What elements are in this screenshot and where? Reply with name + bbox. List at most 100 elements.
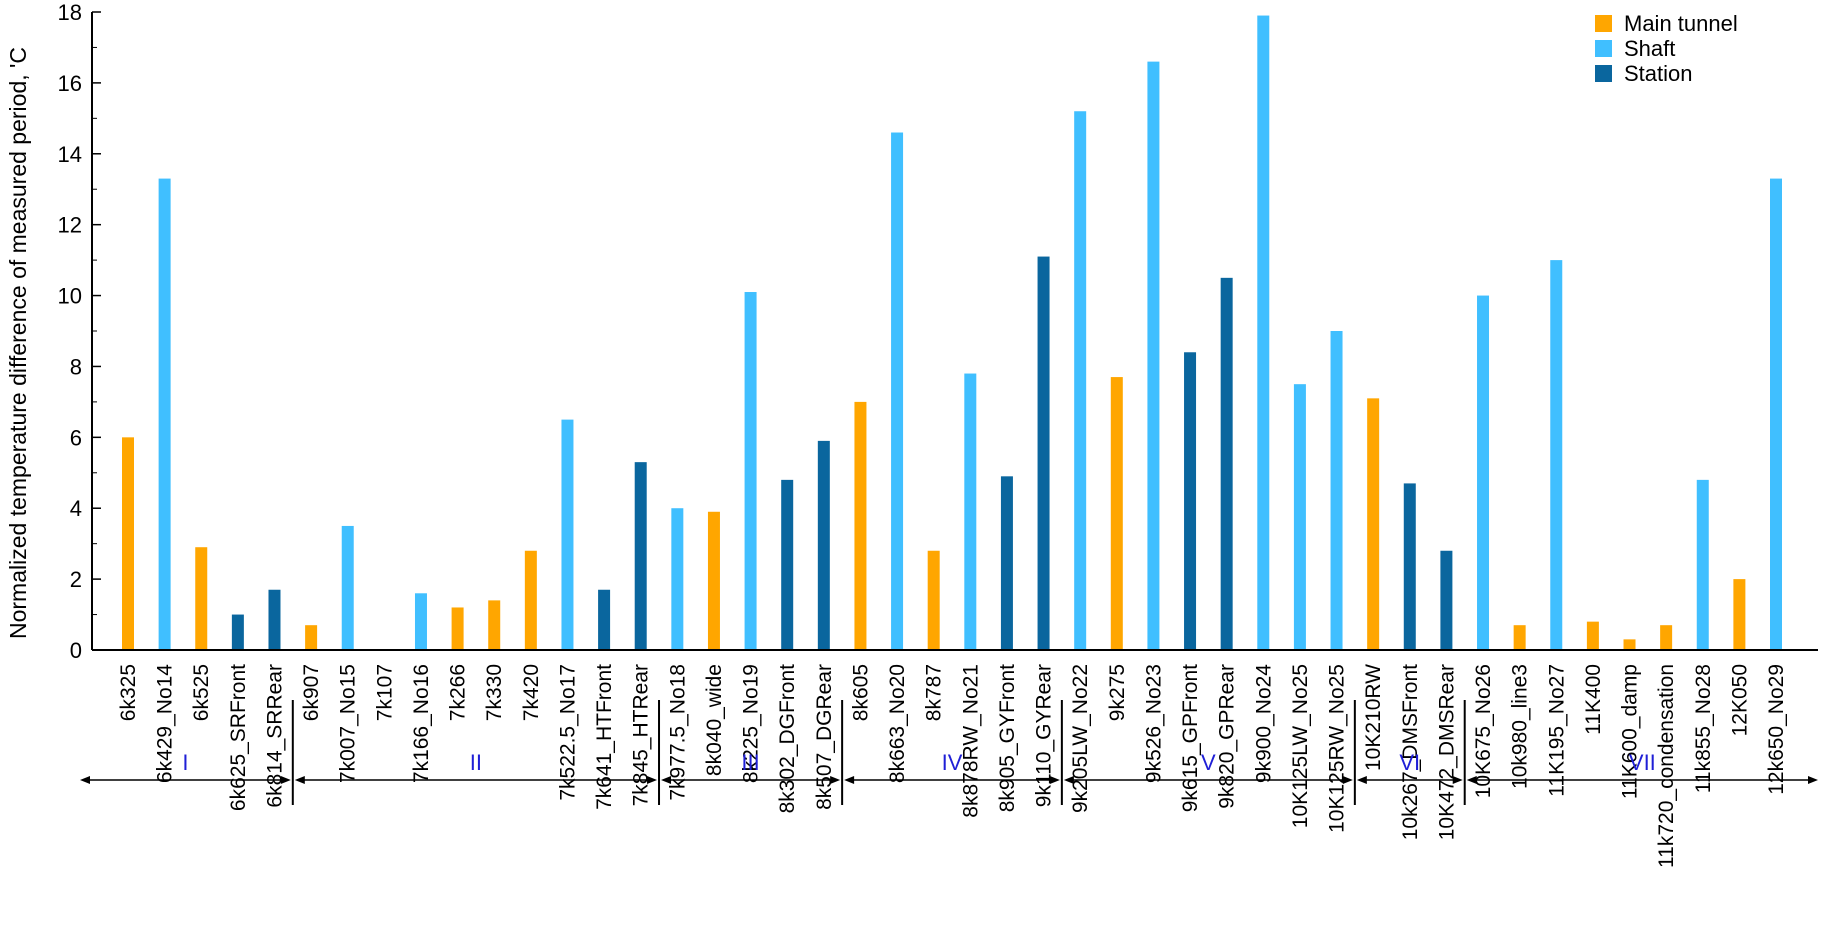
category-label: 10K125RW_No25 [1326,664,1349,833]
bar [1513,625,1526,650]
category-label: 7k641_HTFront [593,664,616,810]
category-label: 9k900_No24 [1252,664,1275,783]
bar [744,292,757,650]
category-label: 7k420 [520,664,543,721]
category-label: 11k855_No28 [1692,664,1715,793]
bar [1403,483,1416,650]
category-label: 9k820_GPRear [1216,664,1239,809]
category-label: 11K400 [1582,664,1605,735]
category-label: 6k325 [117,664,140,721]
category-label: 7k845_HTRear [630,664,653,806]
bar [1074,111,1087,650]
category-label: 7k522.5_No17 [556,664,579,801]
bar [231,614,244,650]
bar [1367,398,1380,650]
axes [91,12,1818,651]
bar [341,525,354,650]
section-arrowhead-left [294,776,305,784]
category-label: 7k166_No16 [410,664,433,783]
category-label: 8k225_No19 [740,664,763,783]
bar [1330,331,1343,650]
category-label: 10K675_No26 [1472,664,1495,798]
bar [195,547,208,650]
category-label: 7k266 [447,664,470,721]
section-label: II [470,750,482,775]
category-label: 8k507_DGRear [813,664,836,810]
y-tick-label: 16 [58,71,82,96]
category-label: 7k330 [483,664,506,721]
bar [1147,61,1160,651]
bar [1477,295,1490,650]
bar [1000,476,1013,650]
category-label: 7k107 [373,664,396,721]
section-arrowhead-right [647,776,658,784]
y-tick-label: 18 [58,0,82,25]
section-label: IV [942,750,963,775]
y-tick-label: 8 [70,354,82,379]
bar [1220,277,1233,650]
legend-swatch [1595,15,1612,32]
bar [891,132,904,650]
bar [817,440,830,650]
category-label: 10K472_DMSRear [1435,664,1458,840]
legend-label: Station [1624,61,1693,86]
section-label: I [182,750,188,775]
bar [598,589,611,650]
bar [707,511,720,650]
bar [268,589,281,650]
bar [158,178,171,651]
bar [1696,479,1709,650]
bar [305,625,318,650]
category-label: 8k605 [849,664,872,721]
category-label: 8k663_No20 [886,664,909,783]
category-label: 10K210RW [1362,664,1385,771]
category-label: 11k720_condensation [1655,664,1678,868]
bar [1770,178,1782,651]
bar [634,462,647,650]
bar [1257,15,1270,651]
category-label: 12K050 [1728,664,1751,736]
section-arrowhead-left [844,776,855,784]
y-tick-label: 12 [58,213,82,238]
y-axis-label: Normalized temperature difference of mea… [5,47,31,639]
y-tick-label: 6 [70,425,82,450]
bar [524,550,537,650]
category-label: 7k007_No15 [337,664,360,783]
section-annotations: I II III IV V VI VII [80,700,1818,805]
category-label: 10K125LW_No25 [1289,664,1312,828]
category-label: 10k980_line3 [1509,664,1532,789]
bar [122,437,134,650]
bar [488,600,501,650]
category-label: 9k205LW_No22 [1069,664,1092,813]
category-label: 12k650_No29 [1765,664,1788,795]
category-label: 8k040_wide [703,664,726,776]
bar [1623,639,1636,650]
bars [122,15,1782,651]
section-arrowhead-right [1452,776,1463,784]
section-arrowhead-left [1466,776,1477,784]
bar [854,401,867,650]
bar [1293,384,1306,650]
bar [1660,625,1673,650]
category-label: 6k429_No14 [154,664,177,783]
category-label: 8k787 [923,664,946,721]
bar [1440,550,1453,650]
section-arrowhead-right [1342,776,1353,784]
category-label: 9k615_GPFront [1179,664,1202,812]
category-label: 6k525 [190,664,213,721]
y-tick-label: 10 [58,284,82,309]
bar [414,593,427,650]
legend-swatch [1595,65,1612,82]
section-arrowhead-left [1063,776,1074,784]
category-label: 8k302_DGFront [776,664,799,814]
section-arrowhead-right [1049,776,1060,784]
bar [1586,621,1599,650]
category-label: 9k526_No23 [1142,664,1165,783]
bar [1184,352,1197,650]
section-label: VI [1399,750,1420,775]
section-arrowhead-right [830,776,841,784]
category-label: 6k814_SRRear [263,664,286,808]
y-tick-label: 4 [70,496,82,521]
category-label: 6k907 [300,664,323,721]
